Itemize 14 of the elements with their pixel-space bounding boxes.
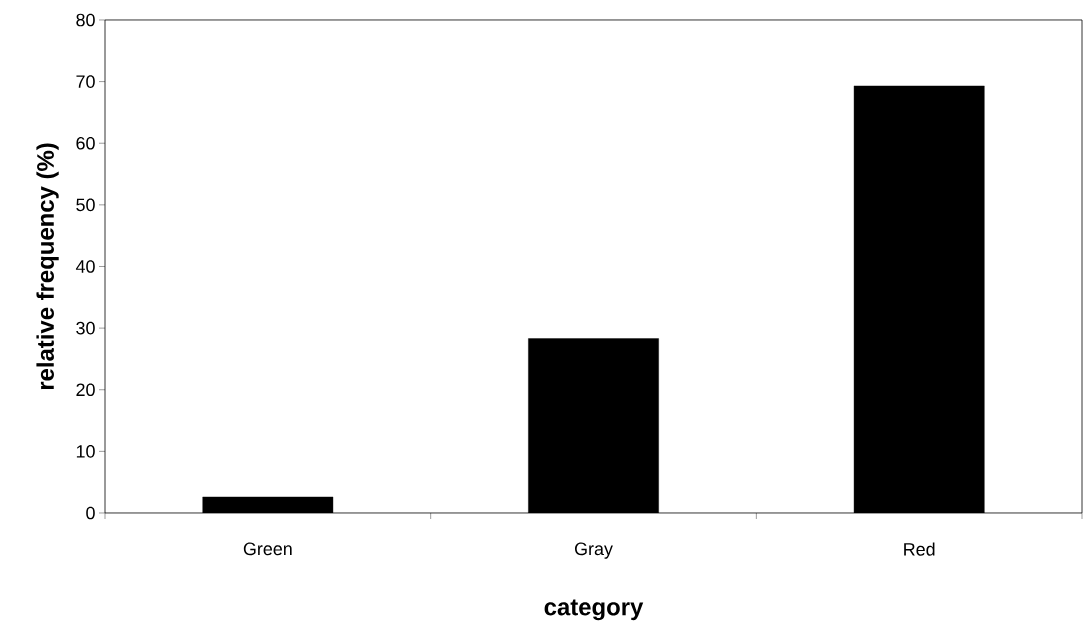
y-tick-label: 50 <box>76 198 95 212</box>
y-tick-label: 0 <box>86 506 95 520</box>
x-axis-title: category <box>544 599 644 621</box>
y-tick-label: 10 <box>76 445 95 458</box>
y-tick-label: 30 <box>76 321 95 335</box>
x-tick-label: Green <box>243 542 292 556</box>
x-tick-label: Red <box>904 542 935 556</box>
y-tick-label: 70 <box>76 75 95 88</box>
y-tick-label: 40 <box>75 260 95 273</box>
y-tick-label: 60 <box>76 136 95 150</box>
y-axis-title: relative frequency (%) <box>36 143 59 390</box>
y-tick-label: 20 <box>76 383 95 397</box>
y-tick-label: 80 <box>76 13 95 27</box>
x-tick-label: Gray <box>574 542 613 559</box>
